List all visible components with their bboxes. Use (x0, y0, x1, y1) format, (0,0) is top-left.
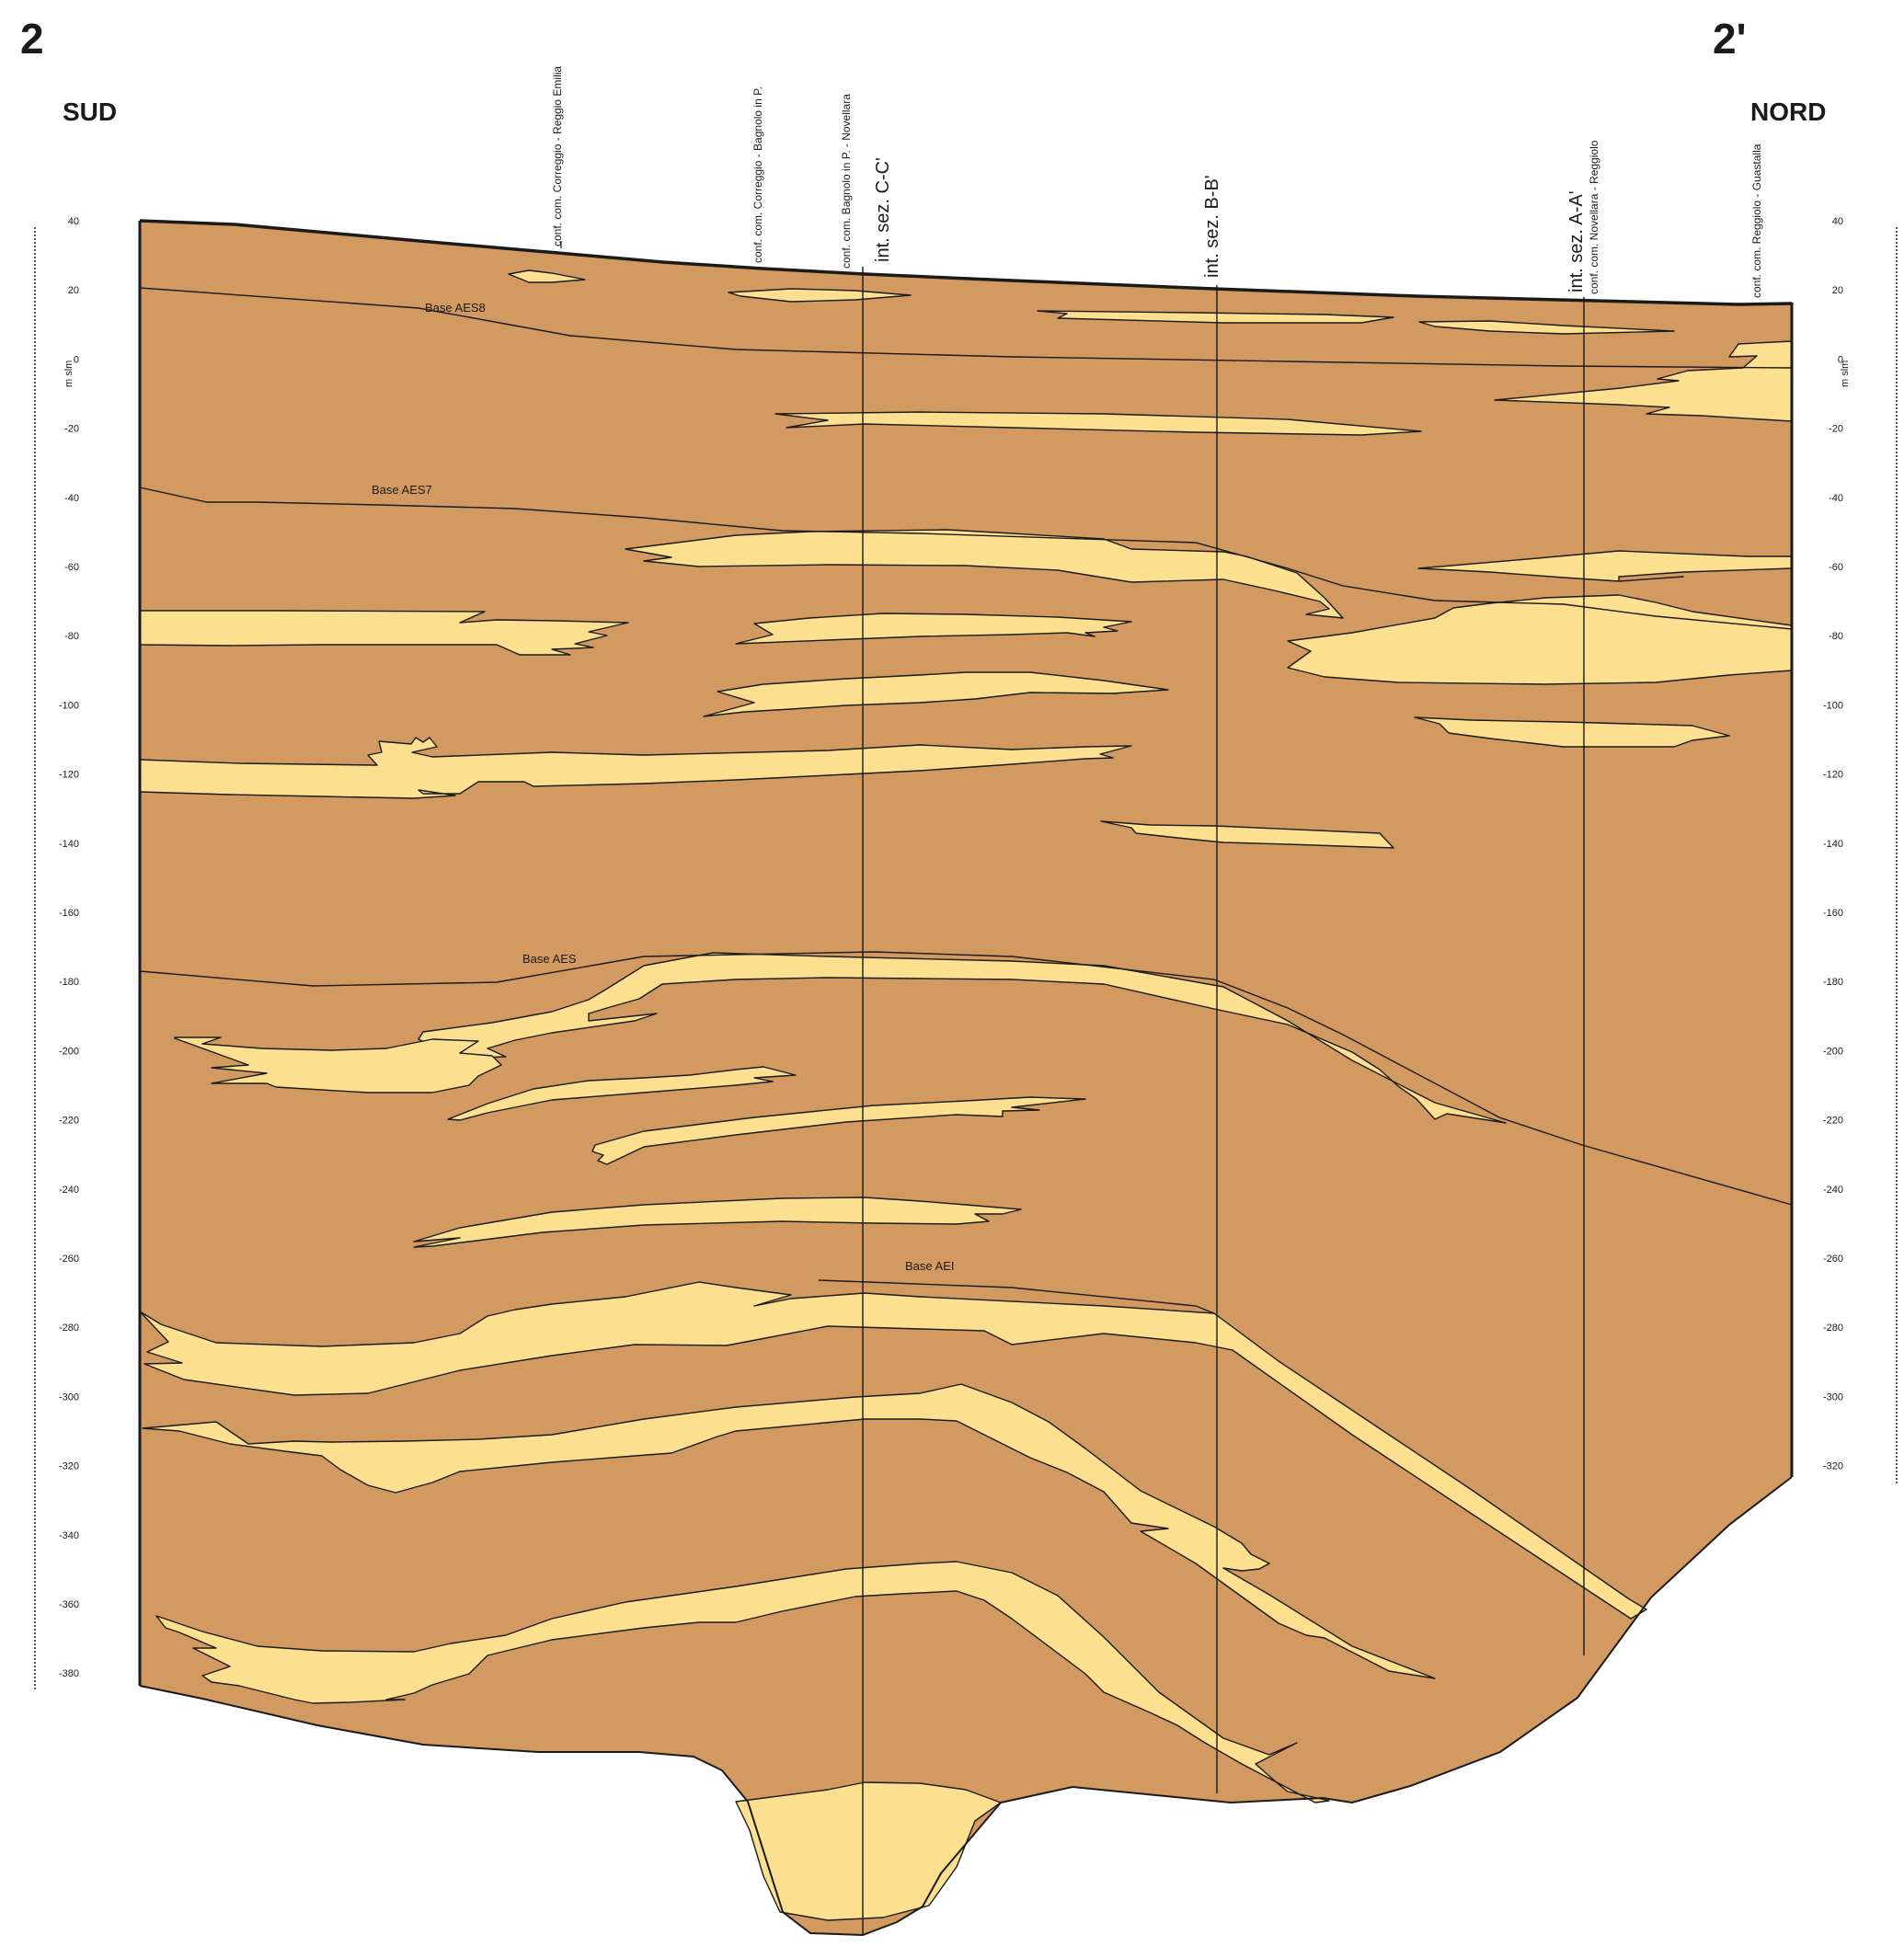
boundary-base-aes7 (139, 487, 1793, 630)
elevation-tick-label: -280 (1823, 1323, 1843, 1334)
sand-lens (447, 1066, 797, 1121)
sand-lens (1100, 820, 1394, 849)
elevation-tick-label: -300 (1823, 1391, 1843, 1403)
label-boundary-novellara-reggiolo: conf. com. Novellara - Reggiolo (1588, 140, 1600, 294)
label-intersection-b: int. sez. B-B' (1202, 175, 1222, 278)
elevation-tick-label: -120 (59, 770, 79, 781)
sand-lens (155, 1561, 1330, 1803)
elevation-tick-label: -140 (1823, 839, 1843, 850)
elevation-tick-label: -300 (59, 1391, 79, 1403)
elevation-tick-label: 40 (68, 216, 79, 227)
elevation-tick-label: 40 (1832, 216, 1843, 227)
label-boundary-correggio-bagnolo: conf. com. Correggio - Bagnolo in P. (751, 86, 764, 263)
elevation-tick-label: -200 (59, 1046, 79, 1057)
boundary-base-aes (139, 951, 1793, 1206)
label-boundary-correggio-reggio: conf. com. Correggio - Reggio Emilia (551, 66, 564, 246)
elevation-tick-label: -380 (59, 1668, 79, 1679)
elevation-tick-label: -360 (59, 1599, 79, 1610)
section-outline (139, 1476, 1793, 1937)
sand-lens (508, 269, 586, 283)
elevation-tick-label: 20 (68, 285, 79, 296)
right-elevation-axis: 40 20 0 -20 -40 -60 -80 -100 -120 -140 -160 -180 -20… (1823, 216, 1898, 1485)
elevation-tick-label: -100 (59, 700, 79, 711)
sand-lens (1417, 550, 1793, 582)
label-base-aes8: Base AES8 (425, 301, 486, 315)
topographic-surface (139, 219, 1793, 306)
label-boundary-reggiolo-guastalla: conf. com. Reggiolo - Guastalla (1750, 143, 1763, 298)
right-axis-unit: m slm (1840, 361, 1851, 387)
direction-left-label: SUD (63, 97, 117, 126)
sand-lens (139, 1281, 1647, 1620)
vertical-labels: conf. com. Correggio - Reggio Emilia con… (551, 66, 1763, 298)
elevation-tick-label: -220 (1823, 1116, 1843, 1127)
sand-lens (703, 671, 1169, 717)
label-base-aes: Base AES (522, 952, 577, 966)
sand-lens (735, 613, 1132, 645)
elevation-tick-label: -160 (1823, 908, 1843, 919)
section-end-left-label: 2 (20, 15, 44, 63)
section-end-right-label: 2' (1713, 15, 1747, 63)
sand-lens (1494, 340, 1793, 422)
sand-lens (1037, 310, 1394, 324)
elevation-tick-label: -280 (59, 1323, 79, 1334)
sand-lens (1418, 320, 1675, 335)
boundary-base-aes8 (139, 287, 1793, 369)
elevation-tick-label: 0 (74, 354, 79, 365)
left-axis-unit: m slm (63, 361, 75, 387)
left-tick-labels: 40 20 0 -20 -40 -60 -80 -100 -120 -140 -160 -180 -20… (59, 216, 79, 1679)
elevation-tick-label: -60 (1829, 562, 1843, 573)
elevation-tick-label: -80 (1829, 631, 1843, 642)
elevation-tick-label: -200 (1823, 1046, 1843, 1057)
elevation-tick-label: -320 (59, 1461, 79, 1472)
elevation-tick-label: -20 (64, 424, 79, 435)
elevation-tick-label: 0 (1838, 354, 1843, 365)
elevation-tick-label: -140 (59, 839, 79, 850)
sand-lens (625, 529, 1344, 619)
label-base-aei: Base AEI (905, 1259, 954, 1273)
sand-lens (728, 288, 912, 303)
elevation-tick-label: -220 (59, 1116, 79, 1127)
boundary-base-aei (818, 1279, 1215, 1314)
stratigraphic-boundaries (139, 287, 1793, 1314)
sand-lens (139, 610, 629, 656)
elevation-tick-label: 20 (1832, 285, 1843, 296)
elevation-tick-label: -60 (64, 562, 79, 573)
elevation-tick-label: -120 (1823, 770, 1843, 781)
elevation-tick-label: -20 (1829, 424, 1843, 435)
sand-lens (1414, 716, 1730, 748)
label-boundary-bagnolo-novellara: conf. com. Bagnolo in P. - Novellara (840, 94, 853, 269)
elevation-tick-label: -180 (1823, 977, 1843, 988)
direction-right-label: NORD (1750, 97, 1826, 126)
sand-lens (735, 1781, 1002, 1921)
elevation-tick-label: -100 (1823, 700, 1843, 711)
label-base-aes7: Base AES7 (372, 483, 432, 497)
elevation-tick-label: -40 (64, 493, 79, 504)
sand-lens (774, 411, 1422, 436)
elevation-tick-label: -260 (59, 1254, 79, 1265)
label-intersection-c: int. sez. C-C' (873, 157, 893, 262)
elevation-tick-label: -340 (59, 1530, 79, 1541)
sand-lens (139, 737, 1132, 799)
vertical-reference-lines (862, 267, 1585, 1935)
elevation-tick-label: -240 (1823, 1185, 1843, 1196)
sand-lens (142, 1383, 1436, 1679)
elevation-tick-label: -320 (1823, 1461, 1843, 1472)
sand-lens (174, 1036, 502, 1094)
elevation-tick-label: -160 (59, 908, 79, 919)
left-elevation-axis: 40 20 0 -20 -40 -60 -80 -100 -120 -140 -160 -180 -20… (34, 216, 79, 1690)
sand-lens (591, 1096, 1086, 1165)
label-intersection-a: int. sez. A-A' (1566, 190, 1587, 292)
elevation-tick-label: -260 (1823, 1254, 1843, 1265)
elevation-tick-label: -240 (59, 1185, 79, 1196)
sand-lens (413, 1197, 1022, 1248)
right-tick-labels: 40 20 0 -20 -40 -60 -80 -100 -120 -140 -160 -180 -20… (1823, 216, 1843, 1472)
elevation-tick-label: -40 (1829, 493, 1843, 504)
sand-lens (418, 952, 1507, 1124)
elevation-tick-label: -180 (59, 977, 79, 988)
elevation-tick-label: -80 (64, 631, 79, 642)
